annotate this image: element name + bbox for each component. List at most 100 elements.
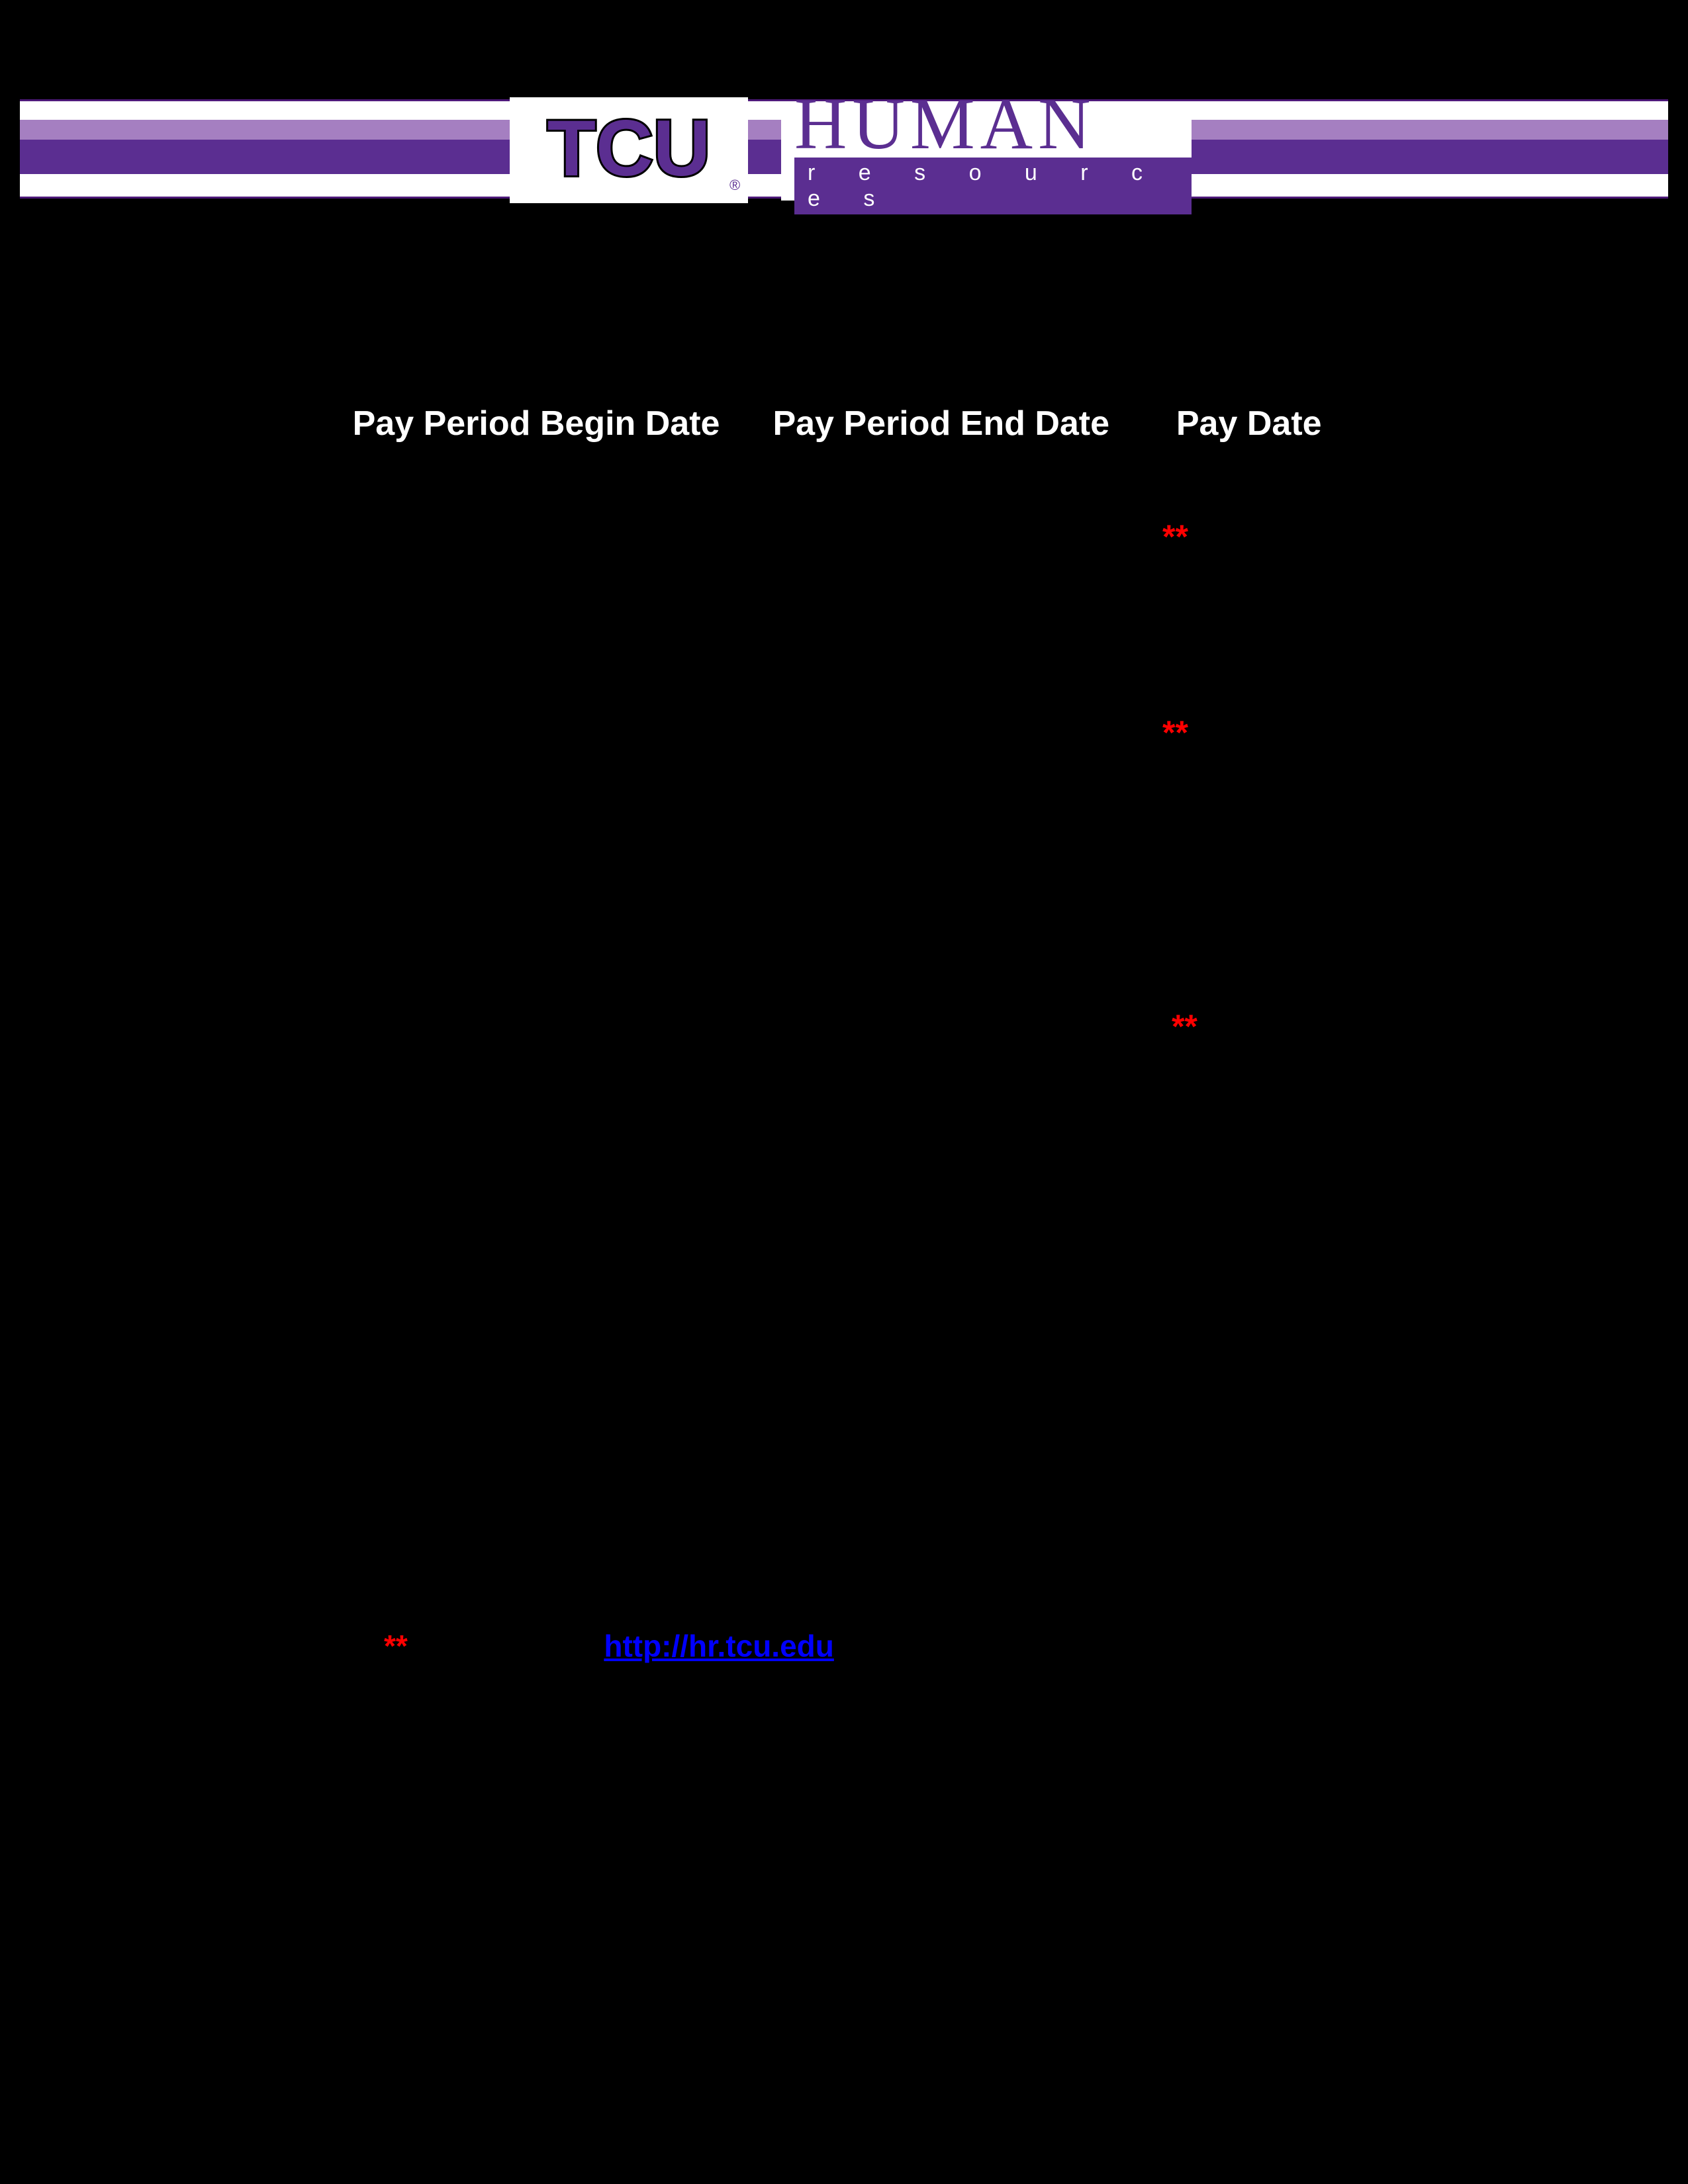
cell-end-date: 6/23/2017 [746, 1100, 1136, 1149]
cell-begin-date: 9/2/2017 [326, 1394, 747, 1443]
table-row: 12/24/20161/6/2017**1/20/2017 [326, 512, 1362, 561]
table-row: 9/16/20179/29/201710/13/2017 [326, 1443, 1362, 1492]
cell-pay-date: 11/10/2017 [1136, 1541, 1362, 1590]
cell-begin-date: 9/16/2017 [326, 1443, 747, 1492]
table-row: 3/18/20173/31/20174/14/2017 [326, 806, 1362, 855]
table-row: 2/18/20173/3/2017**3/17/2017 [326, 708, 1362, 757]
cell-begin-date: 8/5/2017 [326, 1296, 747, 1345]
table-header-row: Pay Period Begin Date Pay Period End Dat… [326, 397, 1362, 463]
tcu-logo-icon: TCU ® [510, 97, 748, 203]
page-title: Biweekly Payroll Schedule [0, 251, 1688, 302]
human-word: HUMAN [794, 87, 1096, 160]
cell-end-date: 8/4/2017 [746, 1247, 1136, 1296]
table-row: 12/10/201612/23/20161/6/2017 [326, 463, 1362, 512]
tcu-logo: TCU ® [510, 97, 748, 203]
cell-begin-date: 3/18/2017 [326, 806, 747, 855]
holiday-asterisk: ** [1172, 1008, 1197, 1045]
col-header-begin: Pay Period Begin Date [326, 397, 747, 463]
footer-asterisk: ** [384, 1629, 408, 1663]
cell-begin-date: 11/25/2017 [326, 1688, 747, 1737]
cell-begin-date: 7/22/2017 [326, 1247, 747, 1296]
cell-begin-date: 5/27/2017 [326, 1051, 747, 1100]
cell-pay-date: 10/13/2017 [1136, 1443, 1362, 1492]
table-row: 8/5/20178/18/20179/1/2017 [326, 1296, 1362, 1345]
cell-begin-date: 4/1/2017 [326, 855, 747, 904]
tcu-logo-text: TCU [547, 104, 711, 193]
table-row: 8/19/20179/1/20179/15/2017 [326, 1345, 1362, 1394]
cell-begin-date: 9/30/2017 [326, 1492, 747, 1541]
cell-begin-date: 4/15/2017 [326, 904, 747, 953]
page-subtitle: 2017 [0, 311, 1688, 361]
table-row: 11/25/201712/8/201712/22/2017 [326, 1688, 1362, 1737]
cell-pay-date: 7/7/2017 [1136, 1100, 1362, 1149]
cell-end-date: 5/12/2017 [746, 953, 1136, 1002]
footer-prefix: Please go to [416, 1629, 604, 1663]
table-row: 9/30/201710/13/201710/27/2017 [326, 1492, 1362, 1541]
table-row: 4/15/20174/28/20175/12/2017 [326, 904, 1362, 953]
cell-pay-date: 12/22/2017 [1136, 1688, 1362, 1737]
cell-begin-date: 8/19/2017 [326, 1345, 747, 1394]
cell-pay-date: 7/21/2017 [1136, 1149, 1362, 1198]
cell-pay-date: 6/23/2017 [1136, 1051, 1362, 1100]
resources-word: r e s o u r c e s [794, 158, 1192, 214]
cell-end-date: 6/9/2017 [746, 1051, 1136, 1100]
cell-pay-date: **6/9/2017 [1136, 1002, 1362, 1051]
cell-begin-date: 7/8/2017 [326, 1198, 747, 1247]
cell-end-date: 12/23/2016 [746, 463, 1136, 512]
cell-pay-date: **1/20/2017 [1136, 512, 1362, 561]
cell-pay-date: 9/29/2017 [1136, 1394, 1362, 1443]
cell-pay-date: 10/27/2017 [1136, 1492, 1362, 1541]
col-header-end: Pay Period End Date [746, 397, 1136, 463]
payroll-schedule-table: Pay Period Begin Date Pay Period End Dat… [326, 397, 1362, 1737]
cell-pay-date: **3/17/2017 [1136, 708, 1362, 757]
cell-end-date: 2/3/2017 [746, 610, 1136, 659]
human-resources-wordmark: HUMAN r e s o u r c e s [781, 101, 1192, 201]
cell-pay-date: 2/17/2017 [1136, 610, 1362, 659]
cell-end-date: 10/27/2017 [746, 1541, 1136, 1590]
cell-begin-date: 12/24/2016 [326, 512, 747, 561]
cell-end-date: 9/29/2017 [746, 1443, 1136, 1492]
cell-end-date: 8/18/2017 [746, 1296, 1136, 1345]
cell-end-date: 1/6/2017 [746, 512, 1136, 561]
cell-pay-date: 8/4/2017 [1136, 1198, 1362, 1247]
col-header-pay: Pay Date [1136, 397, 1362, 463]
cell-end-date: 5/26/2017 [746, 1002, 1136, 1051]
cell-pay-date: 4/14/2017 [1136, 806, 1362, 855]
cell-end-date: 2/17/2017 [746, 659, 1136, 708]
cell-end-date: 4/14/2017 [746, 855, 1136, 904]
footer-link[interactable]: http://hr.tcu.edu [604, 1629, 834, 1663]
cell-pay-date: 9/15/2017 [1136, 1345, 1362, 1394]
cell-end-date: 10/13/2017 [746, 1492, 1136, 1541]
cell-pay-date: 4/28/2017 [1136, 855, 1362, 904]
cell-end-date: 7/21/2017 [746, 1198, 1136, 1247]
cell-pay-date: 8/18/2017 [1136, 1247, 1362, 1296]
holiday-asterisk: ** [1162, 518, 1188, 555]
cell-end-date: 3/31/2017 [746, 806, 1136, 855]
cell-begin-date: 4/29/2017 [326, 953, 747, 1002]
table-row: 6/24/20177/7/20177/21/2017 [326, 1149, 1362, 1198]
cell-end-date: 12/8/2017 [746, 1688, 1136, 1737]
cell-pay-date: 3/3/2017 [1136, 659, 1362, 708]
table-row: 4/1/20174/14/20174/28/2017 [326, 855, 1362, 904]
cell-begin-date: 3/4/2017 [326, 757, 747, 806]
table-row: 1/21/20172/3/20172/17/2017 [326, 610, 1362, 659]
cell-pay-date: 3/31/2017 [1136, 757, 1362, 806]
table-row: 5/27/20176/9/20176/23/2017 [326, 1051, 1362, 1100]
header-banner: TCU ® HUMAN r e s o u r c e s [20, 99, 1668, 199]
svg-text:®: ® [729, 177, 740, 193]
cell-begin-date: 12/10/2016 [326, 463, 747, 512]
cell-end-date: 3/17/2017 [746, 757, 1136, 806]
table-row: 6/10/20176/23/20177/7/2017 [326, 1100, 1362, 1149]
cell-end-date: 3/3/2017 [746, 708, 1136, 757]
cell-end-date: 9/1/2017 [746, 1345, 1136, 1394]
cell-end-date: 7/7/2017 [746, 1149, 1136, 1198]
table-row: 4/29/20175/12/20175/26/2017 [326, 953, 1362, 1002]
cell-begin-date: 6/24/2017 [326, 1149, 747, 1198]
cell-pay-date: 12/8/2017 [1136, 1639, 1362, 1688]
cell-pay-date: 9/1/2017 [1136, 1296, 1362, 1345]
cell-pay-date: 5/26/2017 [1136, 953, 1362, 1002]
table-row: 7/22/20178/4/20178/18/2017 [326, 1247, 1362, 1296]
table-row: 10/14/201710/27/201711/10/2017 [326, 1541, 1362, 1590]
cell-begin-date: 1/21/2017 [326, 610, 747, 659]
cell-pay-date: 2/3/2017 [1136, 561, 1362, 610]
